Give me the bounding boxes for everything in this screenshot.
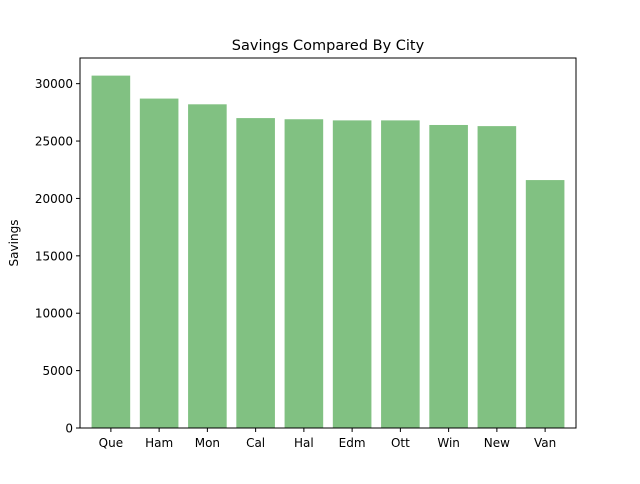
bar-mon	[188, 104, 227, 428]
y-tick-label: 15000	[35, 249, 73, 263]
x-tick-label: Que	[99, 436, 123, 450]
bar-ott	[381, 120, 420, 428]
x-tick-label: Cal	[246, 436, 265, 450]
x-tick-label: Van	[534, 436, 556, 450]
x-tick-label: Ham	[145, 436, 173, 450]
bar-cal	[236, 118, 275, 428]
y-tick-label: 30000	[35, 77, 73, 91]
x-tick-label: Edm	[339, 436, 366, 450]
y-axis-ticks: 0 5000 10000 15000 20000 25000 30000	[35, 77, 80, 436]
x-axis-ticks: Que Ham Mon Cal Hal Edm Ott Win New Van	[99, 428, 556, 450]
y-tick-label: 20000	[35, 192, 73, 206]
y-tick-label: 25000	[35, 135, 73, 149]
chart-title: Savings Compared By City	[232, 38, 425, 54]
bar-ham	[139, 98, 179, 428]
bar-van	[525, 180, 565, 428]
x-tick-label: Hal	[294, 436, 314, 450]
bars-group	[91, 75, 565, 429]
bar-edm	[332, 120, 372, 428]
bar-win	[429, 124, 468, 428]
plot-frame	[79, 57, 577, 429]
x-tick-label: Win	[437, 436, 460, 450]
y-axis-label: Savings	[7, 220, 21, 267]
x-tick-label: New	[484, 436, 510, 450]
bar-que	[91, 75, 131, 429]
x-tick-label: Ott	[391, 436, 410, 450]
y-tick-label: 0	[65, 422, 73, 436]
y-tick-label: 10000	[35, 307, 73, 321]
x-tick-label: Mon	[195, 436, 220, 450]
bar-hal	[284, 119, 324, 429]
y-tick-label: 5000	[42, 364, 73, 378]
bar-new	[477, 126, 517, 429]
